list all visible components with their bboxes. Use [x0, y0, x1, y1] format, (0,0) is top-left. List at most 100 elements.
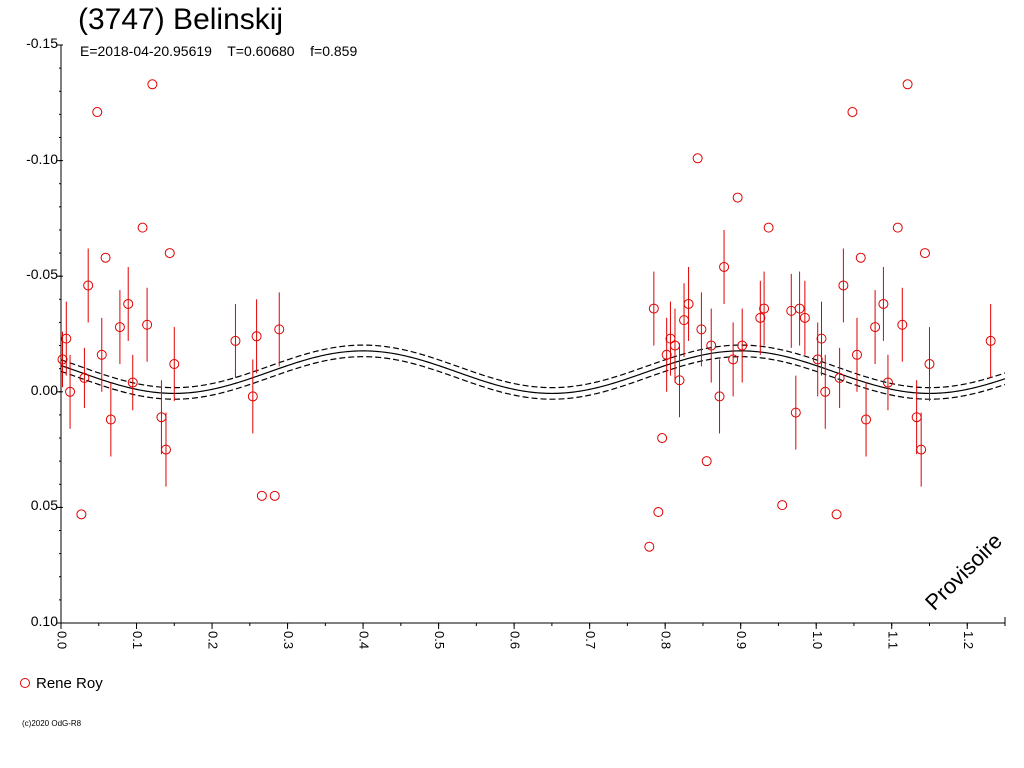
data-point: [878, 298, 889, 309]
data-point: [692, 153, 703, 164]
data-point: [985, 335, 996, 346]
fit-curve-upper: [60, 344, 1006, 389]
data-point: [882, 377, 893, 388]
data-point: [100, 252, 111, 263]
data-point: [701, 456, 712, 467]
data-point: [127, 377, 138, 388]
x-tick-label: 0.4: [357, 631, 372, 649]
y-tick-label: 0.05: [30, 497, 58, 514]
x-tick-label: 1.0: [810, 631, 825, 649]
axes: [57, 44, 1006, 629]
data-point: [61, 333, 72, 344]
data-point: [838, 280, 849, 291]
data-points: [57, 79, 996, 552]
data-point: [861, 414, 872, 425]
data-point: [799, 312, 810, 323]
x-tick-label: 0.9: [734, 631, 749, 649]
x-tick-label: 1.2: [961, 631, 976, 649]
data-point: [661, 349, 672, 360]
data-point: [847, 107, 858, 118]
legend: Rene Roy: [20, 673, 103, 693]
y-tick-label: 0.10: [30, 613, 58, 629]
data-point: [897, 319, 908, 330]
data-point: [96, 349, 107, 360]
data-point: [777, 500, 788, 511]
fit-curve: [60, 350, 1006, 395]
x-tick-label: 0.7: [583, 631, 598, 649]
data-point: [924, 359, 935, 370]
y-tick-label: -0.15: [26, 35, 58, 51]
data-point: [755, 312, 766, 323]
data-point: [820, 386, 831, 397]
data-point: [834, 372, 845, 383]
x-tick-label: 0.1: [130, 631, 145, 649]
data-point: [137, 222, 148, 233]
data-point: [714, 391, 725, 402]
y-tick-label: -0.05: [26, 266, 58, 283]
data-point: [114, 322, 125, 333]
data-point: [653, 507, 664, 518]
data-point: [902, 79, 913, 90]
data-point: [759, 303, 770, 314]
x-tick-label: 0.6: [508, 631, 523, 649]
x-tick-label: 0.2: [206, 631, 221, 649]
data-point: [79, 372, 90, 383]
x-tick-label: 1.1: [885, 631, 900, 649]
data-point: [732, 192, 743, 203]
data-point: [256, 490, 267, 501]
data-point: [105, 414, 116, 425]
chart-subtitle: E=2018-04-20.95619 T=0.60680 f=0.859: [80, 43, 358, 59]
data-point: [851, 349, 862, 360]
data-point: [142, 319, 153, 330]
data-point: [728, 354, 739, 365]
data-point: [696, 324, 707, 335]
y-tick-label: 0.00: [30, 381, 58, 398]
copyright-text: (c)2020 OdG-R8: [22, 719, 82, 728]
data-point: [763, 222, 774, 233]
data-point: [160, 444, 171, 455]
data-point: [269, 490, 280, 501]
data-point: [147, 79, 158, 90]
fit-curves: [60, 344, 1006, 400]
data-point: [169, 359, 180, 370]
x-tick-label: 0.5: [432, 631, 447, 649]
data-point: [274, 324, 285, 335]
data-point: [855, 252, 866, 263]
data-point: [123, 298, 134, 309]
data-point: [230, 335, 241, 346]
data-point: [812, 354, 823, 365]
y-tick-label: -0.10: [26, 150, 58, 167]
data-point: [657, 433, 668, 444]
data-point: [92, 107, 103, 118]
data-point: [683, 298, 694, 309]
x-tick-labels: 0.0 0.1 0.2 0.3 0.4 0.5 0.6 0.7 0.8 0.9 1.0 1.1 1.2: [55, 631, 976, 649]
data-point: [831, 509, 842, 520]
data-point: [790, 407, 801, 418]
data-point: [916, 444, 927, 455]
fit-curve-lower: [60, 356, 1006, 400]
chart-title: (3747) Belinskij: [78, 3, 284, 36]
data-point: [644, 541, 655, 552]
x-tick-label: 0.8: [659, 631, 674, 649]
x-tick-label: 0.3: [281, 631, 296, 649]
data-point: [737, 340, 748, 351]
data-point: [870, 322, 881, 333]
data-point: [247, 391, 258, 402]
data-point: [83, 280, 94, 291]
legend-marker-icon: [20, 678, 30, 688]
data-point: [892, 222, 903, 233]
data-point: [674, 375, 685, 386]
data-point: [648, 303, 659, 314]
data-point: [919, 248, 930, 259]
data-point: [251, 331, 262, 342]
data-point: [76, 509, 87, 520]
data-point: [706, 340, 717, 351]
data-point: [57, 354, 68, 365]
data-point: [794, 303, 805, 314]
legend-label: Rene Roy: [36, 674, 103, 692]
data-point: [719, 261, 730, 272]
data-point: [164, 248, 175, 259]
data-point: [816, 333, 827, 344]
data-point: [65, 386, 76, 397]
